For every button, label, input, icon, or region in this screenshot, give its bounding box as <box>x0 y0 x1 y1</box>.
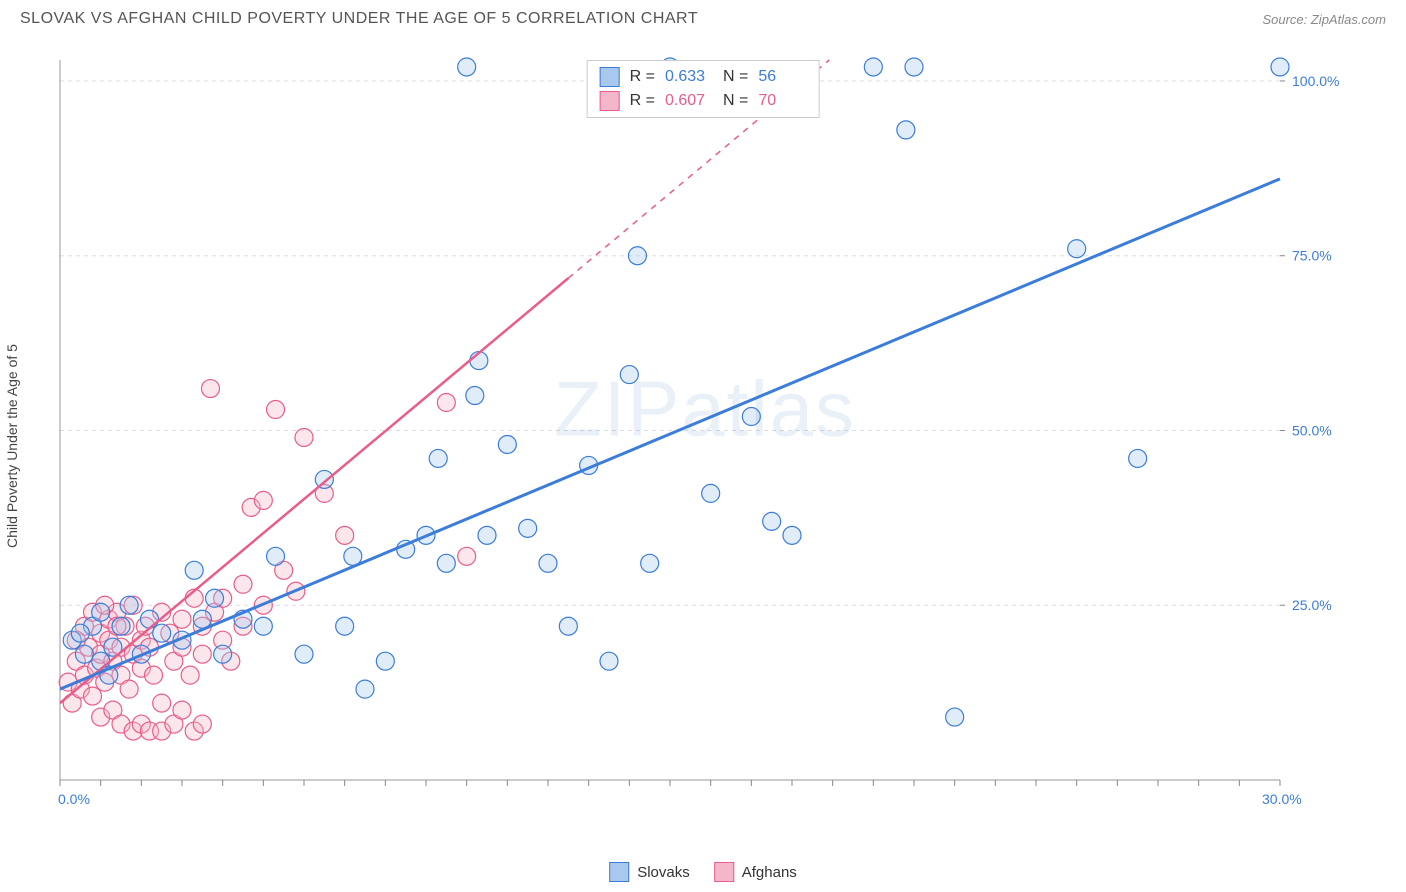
svg-text:100.0%: 100.0% <box>1292 73 1339 89</box>
legend-swatch-afghans <box>600 91 620 111</box>
legend-item-slovaks: Slovaks <box>609 862 690 882</box>
legend-swatch-afghans <box>714 862 734 882</box>
source-prefix: Source: <box>1262 12 1310 27</box>
n-label: N = <box>723 92 748 110</box>
svg-text:0.0%: 0.0% <box>58 791 90 807</box>
svg-text:50.0%: 50.0% <box>1292 422 1332 438</box>
source-name: ZipAtlas.com <box>1311 12 1386 27</box>
correlation-legend: R = 0.633 N = 56 R = 0.607 N = 70 <box>587 60 820 118</box>
legend-item-afghans: Afghans <box>714 862 797 882</box>
n-label: N = <box>723 68 748 86</box>
n-value-slovaks: 56 <box>758 68 806 86</box>
y-axis-label: Child Poverty Under the Age of 5 <box>4 344 20 548</box>
legend-row-slovaks: R = 0.633 N = 56 <box>600 65 807 89</box>
series-legend: Slovaks Afghans <box>609 862 797 882</box>
r-value-slovaks: 0.633 <box>665 68 713 86</box>
r-label: R = <box>630 68 655 86</box>
legend-label-slovaks: Slovaks <box>637 864 690 881</box>
svg-text:25.0%: 25.0% <box>1292 597 1332 613</box>
legend-swatch-slovaks <box>609 862 629 882</box>
chart-area: 25.0%50.0%75.0%100.0%0.0%30.0% ZIPatlas <box>50 50 1360 830</box>
r-label: R = <box>630 92 655 110</box>
legend-label-afghans: Afghans <box>742 864 797 881</box>
chart-title: SLOVAK VS AFGHAN CHILD POVERTY UNDER THE… <box>20 10 698 28</box>
svg-text:30.0%: 30.0% <box>1262 791 1302 807</box>
legend-swatch-slovaks <box>600 67 620 87</box>
n-value-afghans: 70 <box>758 92 806 110</box>
scatter-plot: 25.0% 50.0% 75.0% 100.0% 0.0% 30.0% <box>50 50 1360 830</box>
legend-row-afghans: R = 0.607 N = 70 <box>600 89 807 113</box>
r-value-afghans: 0.607 <box>665 92 713 110</box>
svg-text:75.0%: 75.0% <box>1292 248 1332 264</box>
source-attribution: Source: ZipAtlas.com <box>1262 12 1386 27</box>
